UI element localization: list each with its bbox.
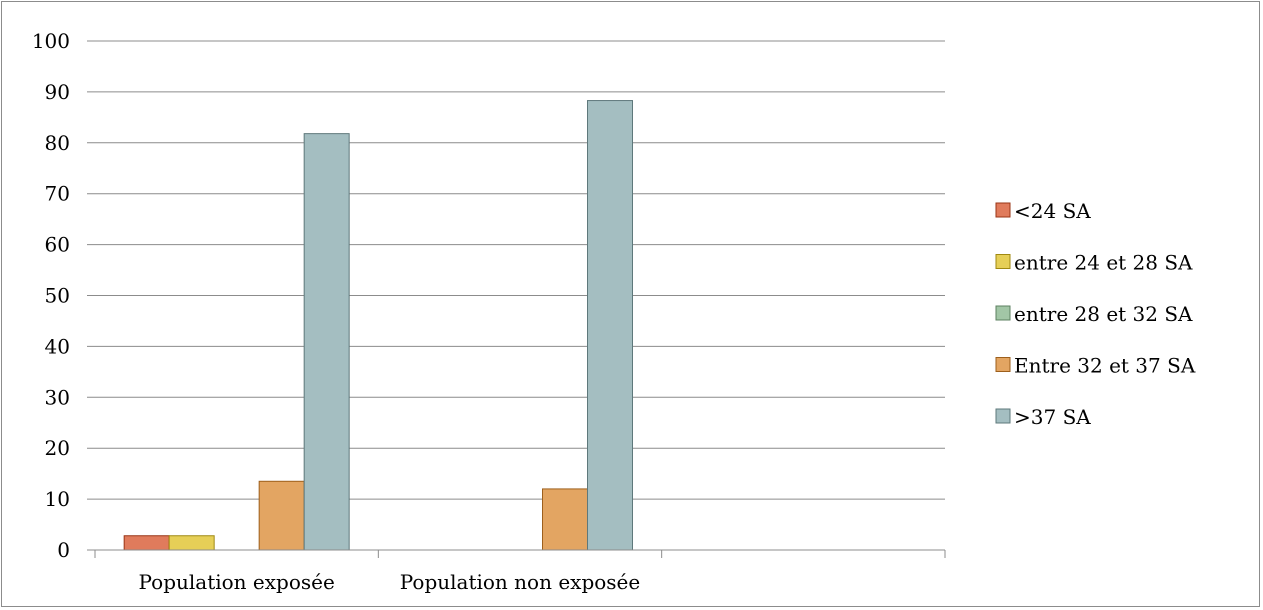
category-label: Population non exposée (400, 570, 640, 594)
y-tick-label: 40 (45, 334, 70, 358)
legend: <24 SA entre 24 et 28 SA entre 28 et 32 SA… (995, 199, 1196, 429)
legend-swatch (995, 357, 1011, 372)
gridlines (87, 40, 945, 500)
y-tick-label: 30 (45, 385, 70, 409)
legend-swatch (995, 408, 1011, 424)
x-axis (87, 549, 946, 558)
y-tick-label: 90 (45, 80, 70, 104)
bar-exposed-series-4 (303, 133, 350, 551)
bar-exposed-series-3 (258, 480, 305, 551)
y-axis-ticks: 0 10 20 30 40 50 60 70 80 90 100 (32, 29, 70, 562)
bar-non-exposed-series-3 (542, 488, 588, 551)
y-tick-label: 70 (45, 182, 70, 206)
y-tick-label: 20 (45, 436, 70, 460)
legend-swatch (995, 202, 1011, 218)
legend-label: entre 28 et 32 SA (1014, 302, 1193, 326)
legend-label: entre 24 et 28 SA (1014, 251, 1193, 275)
bar-exposed-series-0 (123, 535, 170, 551)
y-tick-label: 100 (32, 29, 70, 53)
y-tick-label: 10 (45, 487, 70, 511)
category-labels: Population exposée Population non exposée (139, 570, 641, 594)
y-tick-label: 50 (45, 284, 70, 308)
bar-exposed-series-1 (168, 535, 215, 551)
bars (123, 100, 633, 551)
legend-swatch (995, 305, 1011, 321)
legend-label: <24 SA (1014, 199, 1091, 223)
legend-label: >37 SA (1014, 405, 1091, 429)
legend-label: Entre 32 et 37 SA (1014, 354, 1196, 378)
bar-non-exposed-series-4 (587, 100, 633, 551)
y-tick-label: 80 (45, 131, 70, 155)
legend-swatch (995, 254, 1011, 269)
y-tick-label: 0 (57, 538, 70, 562)
y-tick-label: 60 (45, 233, 70, 257)
category-label: Population exposée (139, 570, 335, 594)
